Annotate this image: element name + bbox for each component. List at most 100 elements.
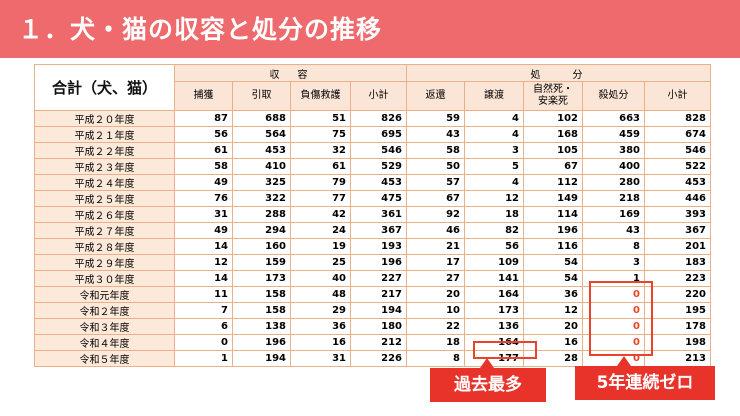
cell-capture: 56 [174, 126, 233, 143]
cell-culled: 3 [582, 254, 645, 271]
cell-return: 18 [406, 334, 465, 351]
max-callout-arrow [480, 358, 494, 368]
cell-intake-subtotal: 193 [350, 238, 407, 255]
cell-disposal-subtotal: 446 [644, 190, 711, 207]
cell-capture: 1 [174, 350, 233, 367]
cell-injured-rescue: 25 [290, 254, 351, 271]
cell-culled: 1 [582, 270, 645, 287]
column-header-takein: 引取 [232, 81, 291, 111]
row-label: 令和元年度 [34, 286, 175, 303]
table-row: 令和５年度 1 194 31 226 8 177 28 0 213 [34, 350, 711, 367]
table-row: 平成２１年度 56 564 75 695 43 4 168 459 674 [34, 126, 711, 143]
cell-takein: 322 [232, 190, 291, 207]
cell-injured-rescue: 61 [290, 158, 351, 175]
table-row: 令和３年度 6 138 36 180 22 136 20 0 178 [34, 318, 711, 335]
table-body: 平成２０年度 87 688 51 826 59 4 102 663 828 平成２１年度 56 564 7… [34, 110, 711, 367]
cell-transfer: 18 [464, 206, 524, 223]
cell-intake-subtotal: 529 [350, 158, 407, 175]
cell-return: 43 [406, 126, 465, 143]
cell-natural-death: 196 [523, 222, 583, 239]
cell-capture: 49 [174, 174, 233, 191]
corner-label: 合計（犬、猫） [34, 64, 175, 111]
cell-disposal-subtotal: 393 [644, 206, 711, 223]
cell-takein: 159 [232, 254, 291, 271]
table-row: 平成２６年度 31 288 42 361 92 18 114 169 393 [34, 206, 711, 223]
cell-transfer: 4 [464, 110, 524, 127]
row-label: 平成２５年度 [34, 190, 175, 207]
zero-callout-arrow [617, 356, 631, 366]
cell-disposal-subtotal: 223 [644, 270, 711, 287]
cell-return: 10 [406, 302, 465, 319]
column-header-transfer: 譲渡 [464, 81, 524, 111]
cell-culled: 380 [582, 142, 645, 159]
cell-capture: 7 [174, 302, 233, 319]
table-row: 平成２８年度 14 160 19 193 21 56 116 8 201 [34, 238, 711, 255]
cell-intake-subtotal: 361 [350, 206, 407, 223]
cell-culled: 0 [582, 286, 645, 303]
cell-return: 20 [406, 286, 465, 303]
row-label: 平成２６年度 [34, 206, 175, 223]
row-label: 令和２年度 [34, 302, 175, 319]
cell-natural-death: 149 [523, 190, 583, 207]
cell-natural-death: 67 [523, 158, 583, 175]
cell-transfer: 12 [464, 190, 524, 207]
cell-takein: 160 [232, 238, 291, 255]
cell-culled: 0 [582, 334, 645, 351]
cell-culled: 459 [582, 126, 645, 143]
table-row: 令和２年度 7 158 29 194 10 173 12 0 195 [34, 302, 711, 319]
table-row: 平成２５年度 76 322 77 475 67 12 149 218 446 [34, 190, 711, 207]
cell-intake-subtotal: 546 [350, 142, 407, 159]
cell-return: 27 [406, 270, 465, 287]
cell-transfer: 177 [464, 350, 524, 367]
cell-injured-rescue: 31 [290, 350, 351, 367]
table-row: 平成２９年度 12 159 25 196 17 109 54 3 183 [34, 254, 711, 271]
table-row: 平成２２年度 61 453 32 546 58 3 105 380 546 [34, 142, 711, 159]
cell-injured-rescue: 19 [290, 238, 351, 255]
cell-natural-death: 28 [523, 350, 583, 367]
cell-injured-rescue: 79 [290, 174, 351, 191]
cell-capture: 87 [174, 110, 233, 127]
cell-transfer: 56 [464, 238, 524, 255]
cell-natural-death: 36 [523, 286, 583, 303]
cell-injured-rescue: 36 [290, 318, 351, 335]
row-label: 令和５年度 [34, 350, 175, 367]
column-header-row: 捕獲 引取 負傷救護 小計 返還 譲渡 自然死・ 安楽死 殺処分 小計 [35, 81, 711, 111]
cell-takein: 196 [232, 334, 291, 351]
cell-disposal-subtotal: 453 [644, 174, 711, 191]
zero-callout: 5年連続ゼロ [575, 366, 715, 400]
group-header-intake: 収 容 [174, 64, 407, 82]
cell-culled: 0 [582, 350, 645, 367]
cell-natural-death: 54 [523, 270, 583, 287]
row-label: 平成２９年度 [34, 254, 175, 271]
table-row: 平成２３年度 58 410 61 529 50 5 67 400 522 [34, 158, 711, 175]
cell-capture: 11 [174, 286, 233, 303]
cell-intake-subtotal: 227 [350, 270, 407, 287]
cell-takein: 158 [232, 302, 291, 319]
cell-intake-subtotal: 217 [350, 286, 407, 303]
cell-return: 50 [406, 158, 465, 175]
cell-injured-rescue: 29 [290, 302, 351, 319]
cell-intake-subtotal: 453 [350, 174, 407, 191]
row-label: 平成２０年度 [34, 110, 175, 127]
cell-culled: 218 [582, 190, 645, 207]
cell-takein: 158 [232, 286, 291, 303]
cell-takein: 325 [232, 174, 291, 191]
cell-transfer: 82 [464, 222, 524, 239]
column-header-injured-rescue: 負傷救護 [290, 81, 351, 111]
cell-transfer: 173 [464, 302, 524, 319]
cell-capture: 14 [174, 270, 233, 287]
table-row: 令和４年度 0 196 16 212 18 164 16 0 198 [34, 334, 711, 351]
cell-disposal-subtotal: 674 [644, 126, 711, 143]
cell-takein: 410 [232, 158, 291, 175]
row-label: 平成２３年度 [34, 158, 175, 175]
cell-injured-rescue: 40 [290, 270, 351, 287]
cell-takein: 688 [232, 110, 291, 127]
cell-natural-death: 105 [523, 142, 583, 159]
row-label: 平成２８年度 [34, 238, 175, 255]
cell-return: 46 [406, 222, 465, 239]
column-header-capture: 捕獲 [174, 81, 233, 111]
cell-culled: 0 [582, 302, 645, 319]
column-header-disposal-subtotal: 小計 [644, 81, 711, 111]
row-label: 平成２２年度 [34, 142, 175, 159]
cell-culled: 400 [582, 158, 645, 175]
